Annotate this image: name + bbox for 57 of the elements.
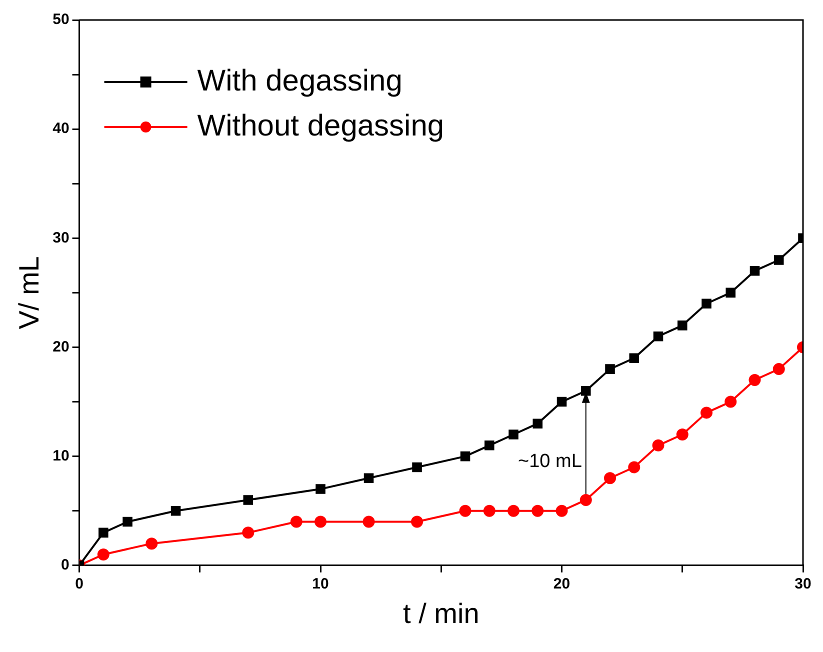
point (483, 504, 496, 517)
x-axis-title: t / min (403, 598, 480, 629)
y-tick-label: 0 (60, 556, 70, 574)
point (702, 298, 712, 308)
annotation: ~10 mL (518, 451, 582, 472)
point (750, 266, 760, 276)
point (774, 255, 784, 265)
point (508, 504, 520, 517)
point (556, 504, 568, 517)
point (411, 516, 424, 528)
y-axis-title: V/ mL (14, 256, 45, 330)
point (412, 462, 422, 472)
point (459, 504, 472, 517)
y-tick-label: 40 (52, 120, 70, 138)
y-tick-label: 30 (52, 229, 70, 246)
x-tick-label: 20 (553, 576, 570, 593)
point (676, 428, 688, 441)
point (484, 440, 494, 450)
point (362, 516, 375, 528)
point (724, 396, 737, 408)
point (772, 363, 785, 376)
point (316, 484, 326, 494)
legend-label: With degassing (197, 64, 402, 98)
point (290, 516, 302, 528)
point (170, 506, 181, 516)
point (314, 516, 327, 528)
point (604, 472, 616, 484)
point (628, 461, 640, 474)
point (243, 495, 254, 505)
point (364, 473, 374, 484)
legend-label: Without degassing (197, 109, 444, 142)
point (122, 516, 132, 527)
point (605, 364, 615, 374)
y-tick-label: 10 (52, 447, 70, 464)
point (556, 396, 567, 407)
y-tick-label: 20 (52, 338, 70, 356)
point (652, 439, 664, 452)
point (580, 494, 592, 506)
point (532, 418, 543, 428)
point (580, 386, 591, 396)
point (97, 548, 110, 560)
x-tick-label: 10 (312, 576, 329, 593)
point (677, 320, 688, 330)
point (508, 430, 518, 440)
point (532, 504, 544, 517)
point (460, 451, 470, 462)
point (700, 406, 713, 419)
point (629, 353, 640, 364)
x-tick-label: 0 (75, 576, 84, 593)
point (98, 528, 108, 538)
point (146, 538, 158, 550)
point (726, 288, 736, 298)
y-tick-label: 50 (52, 11, 70, 28)
point (653, 331, 664, 342)
point (242, 526, 254, 539)
point (748, 374, 761, 386)
x-tick-label: 30 (794, 576, 812, 593)
